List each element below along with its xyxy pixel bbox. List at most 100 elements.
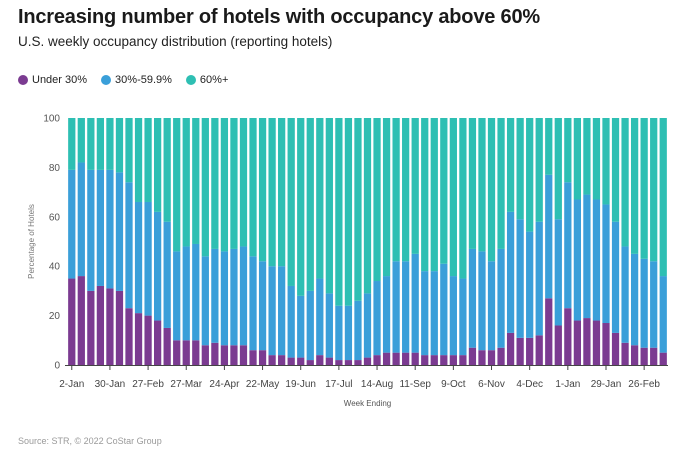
bar-30-59-59 [630, 253, 639, 346]
chart-subtitle: U.S. weekly occupancy distribution (repo… [18, 34, 333, 49]
bar-60-plus-6 [125, 118, 133, 183]
y-tick-label-0: 0 [54, 361, 60, 372]
legend-item-30-59: 30%-59.9% [101, 74, 172, 86]
bar-30-59-26 [316, 278, 324, 356]
bar-60-plus-38 [430, 118, 438, 272]
bar-60-plus-51 [554, 118, 562, 220]
x-tick-label-6-Nov: 6-Nov [478, 379, 505, 390]
bar-30-59-39 [440, 263, 448, 356]
bar-30-59-9 [154, 211, 162, 321]
bar-30-59-32 [373, 281, 381, 356]
bar-30-59-45 [497, 248, 505, 348]
y-tick-label-40: 40 [49, 262, 61, 273]
bar-60-plus-4 [106, 118, 114, 170]
x-axis-label: Week Ending [344, 399, 391, 408]
bar-30-59-25 [306, 290, 314, 361]
bar-30-59-58 [621, 246, 629, 343]
bar-30-59-28 [335, 305, 343, 361]
legend-label-60-plus: 60%+ [199, 74, 229, 86]
bar-60-plus-23 [287, 118, 295, 286]
bar-under-30-49 [535, 335, 543, 365]
bar-under-30-36 [411, 352, 419, 365]
bar-under-30-14 [201, 345, 209, 365]
bar-60-plus-54 [583, 118, 591, 195]
bar-30-59-62 [659, 276, 667, 353]
bar-under-30-5 [115, 290, 124, 365]
x-tick-label-19-Jun: 19-Jun [285, 379, 316, 390]
bar-60-plus-19 [249, 118, 257, 257]
x-tick-label-26-Feb: 26-Feb [628, 379, 660, 390]
bar-30-59-1 [77, 162, 85, 277]
bar-30-59-33 [382, 276, 391, 353]
bar-60-plus-58 [621, 118, 629, 247]
bar-60-plus-1 [77, 118, 85, 163]
bar-60-plus-11 [173, 118, 181, 252]
bar-60-plus-61 [650, 118, 658, 262]
bar-under-30-59 [630, 345, 639, 365]
bar-60-plus-49 [535, 118, 543, 222]
source-note: Source: STR, © 2022 CoStar Group [18, 436, 162, 446]
legend-swatch-30-59 [101, 75, 112, 85]
bar-60-plus-26 [316, 118, 324, 279]
bar-60-plus-24 [297, 118, 305, 296]
bar-30-59-7 [134, 201, 143, 314]
bar-under-30-29 [344, 360, 353, 365]
x-tick-label-22-May: 22-May [246, 379, 279, 390]
bar-under-30-16 [220, 345, 229, 365]
bar-under-30-10 [163, 327, 171, 365]
chart-title: Increasing number of hotels with occupan… [18, 6, 540, 28]
legend-swatch-under-30 [18, 75, 28, 85]
bar-60-plus-13 [192, 118, 200, 244]
bar-30-59-55 [592, 199, 601, 321]
bar-under-30-47 [516, 337, 524, 365]
bar-30-59-53 [573, 199, 581, 321]
bar-under-30-44 [487, 350, 496, 365]
bar-30-59-30 [354, 300, 362, 361]
bar-60-plus-36 [411, 118, 419, 254]
y-tick-label-20: 20 [49, 311, 61, 322]
bar-under-30-15 [211, 342, 219, 365]
bar-under-30-21 [268, 355, 276, 365]
bar-under-30-17 [230, 345, 238, 365]
bar-30-59-49 [535, 221, 543, 336]
bar-under-30-1 [77, 276, 85, 365]
bar-60-plus-27 [325, 118, 333, 294]
x-tick-label-9-Oct: 9-Oct [441, 379, 466, 390]
bar-30-59-61 [650, 261, 658, 348]
bar-30-59-38 [430, 271, 438, 356]
bar-60-plus-41 [459, 118, 467, 279]
bar-under-30-48 [526, 337, 534, 365]
bar-60-plus-30 [354, 118, 362, 301]
x-tick-label-11-Sep: 11-Sep [399, 379, 431, 390]
x-tick-label-1-Jan: 1-Jan [555, 379, 580, 390]
bar-30-59-12 [182, 246, 190, 341]
bar-60-plus-31 [363, 118, 372, 294]
bar-30-59-6 [125, 182, 133, 309]
bar-30-59-19 [249, 256, 257, 351]
bar-under-30-7 [134, 313, 143, 365]
bar-60-plus-15 [211, 118, 219, 249]
bar-under-30-40 [449, 355, 457, 365]
bar-60-plus-44 [487, 118, 496, 262]
x-tick-label-29-Jan: 29-Jan [591, 379, 622, 390]
bar-30-59-21 [268, 266, 276, 356]
bar-under-30-42 [468, 347, 477, 365]
bar-60-plus-55 [592, 118, 601, 200]
bar-under-30-58 [621, 342, 629, 365]
bar-60-plus-56 [602, 118, 610, 205]
bar-30-59-27 [325, 293, 333, 358]
x-tick-label-30-Jan: 30-Jan [95, 379, 126, 390]
x-tick-label-27-Feb: 27-Feb [132, 379, 164, 390]
x-tick-label-2-Jan: 2-Jan [59, 379, 84, 390]
bar-60-plus-22 [278, 118, 286, 267]
bar-60-plus-60 [640, 118, 648, 259]
bar-60-plus-46 [506, 118, 515, 212]
bar-30-59-52 [564, 182, 572, 309]
bar-30-59-47 [516, 219, 524, 338]
bar-60-plus-9 [154, 118, 162, 212]
bar-under-30-61 [650, 347, 658, 365]
bar-under-30-13 [192, 340, 200, 365]
bar-60-plus-53 [573, 118, 581, 200]
x-tick-label-14-Aug: 14-Aug [361, 379, 393, 390]
bar-30-59-11 [173, 251, 181, 341]
